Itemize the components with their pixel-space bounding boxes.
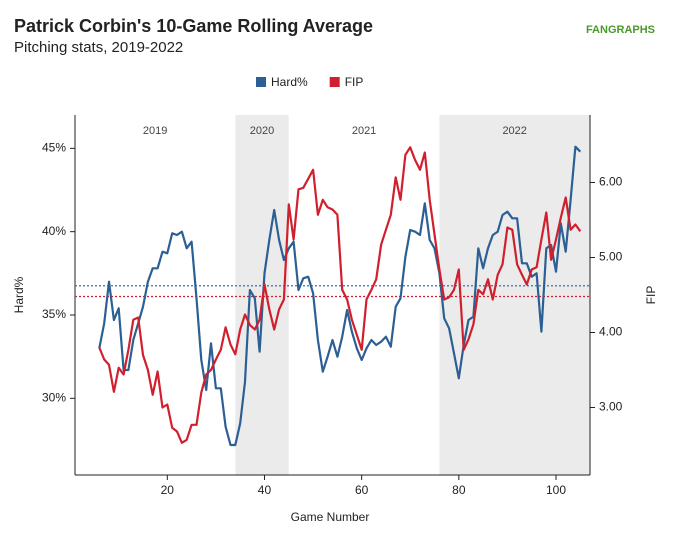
chart-title: Patrick Corbin's 10-Game Rolling Average <box>14 16 373 36</box>
y-tick-label: 45% <box>42 141 66 155</box>
y2-tick-label: 5.00 <box>599 250 623 264</box>
y-axis-label: Hard% <box>12 276 26 313</box>
logo: FANGRAPHS <box>586 24 655 36</box>
x-tick-label: 80 <box>452 483 466 497</box>
line <box>98 145 582 447</box>
season-label: 2019 <box>143 125 167 137</box>
y2-axis-label: FIP <box>644 286 658 305</box>
y-tick-label: 35% <box>42 307 66 321</box>
chart-subtitle: Pitching stats, 2019-2022 <box>14 39 183 56</box>
legend-label: FIP <box>345 75 364 89</box>
season-label: 2022 <box>502 125 526 137</box>
y2-tick-label: 6.00 <box>599 175 623 189</box>
x-tick-label: 20 <box>161 483 175 497</box>
x-tick-label: 100 <box>546 483 566 497</box>
season-label: 2020 <box>250 125 274 137</box>
y2-tick-label: 3.00 <box>599 400 623 414</box>
y2-tick-label: 4.00 <box>599 325 623 339</box>
season-label: 2021 <box>352 125 376 137</box>
legend-swatch <box>256 77 266 87</box>
x-tick-label: 40 <box>258 483 272 497</box>
legend-label: Hard% <box>271 75 308 89</box>
legend-swatch <box>329 77 340 87</box>
y-tick-label: 40% <box>42 224 66 238</box>
x-tick-label: 60 <box>355 483 369 497</box>
y-tick-label: 30% <box>42 391 66 405</box>
line <box>98 146 582 444</box>
x-axis-label: Game Number <box>291 510 370 524</box>
season-band <box>439 115 590 475</box>
